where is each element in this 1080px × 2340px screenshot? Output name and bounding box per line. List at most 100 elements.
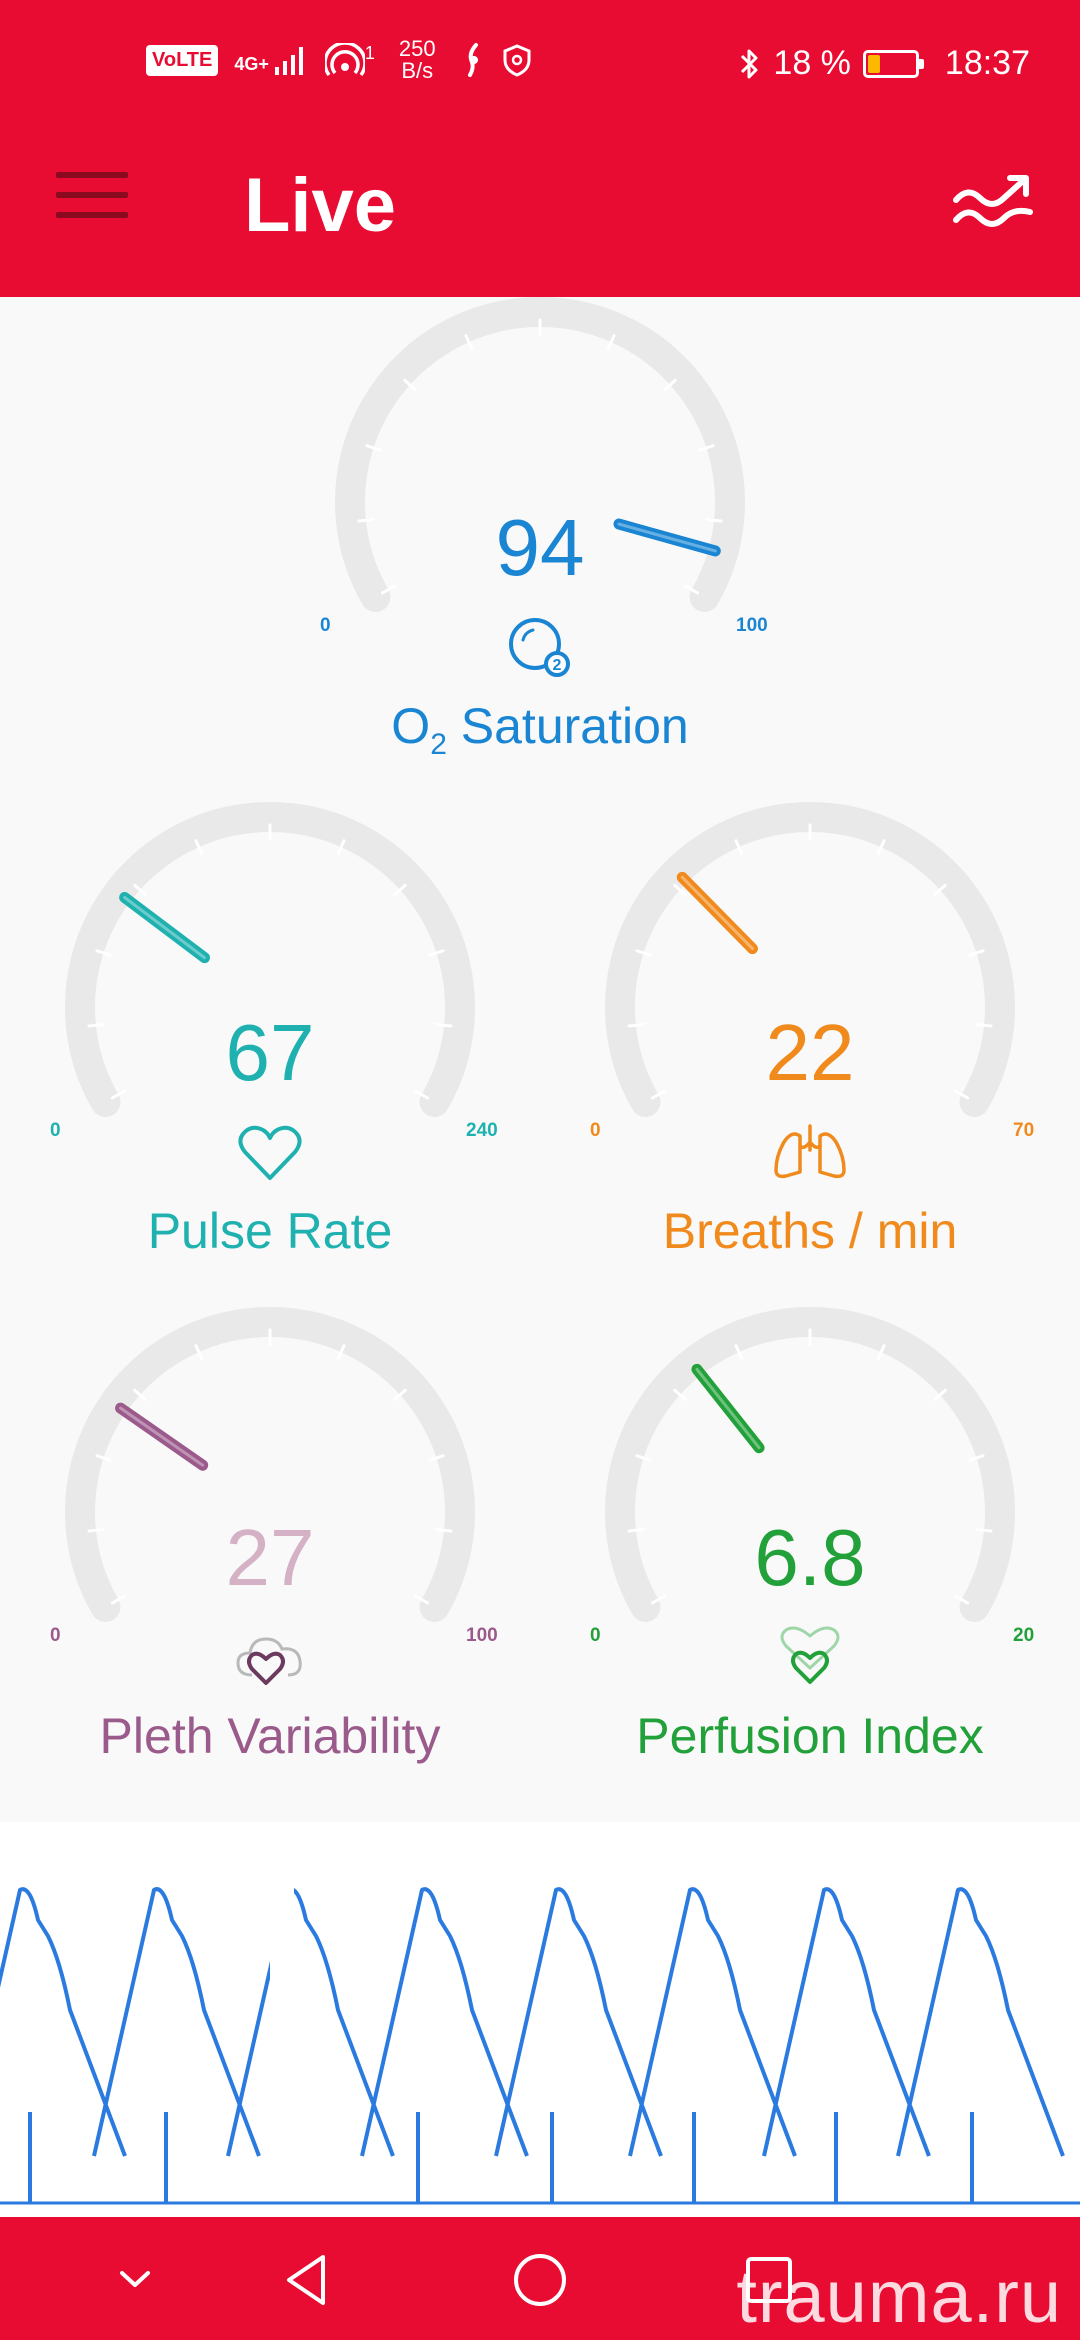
pulse-rate-gauge: 67 0 240 Pulse Rate [40,802,500,1282]
o2-value: 94 [495,503,585,592]
pleth-gauge-tick [393,1388,407,1402]
pleth-waveform-panel [0,1822,1080,2217]
pulse-gauge-tick [428,949,445,957]
o2-gauge-tick [705,518,723,523]
breaths-value: 22 [765,1008,855,1097]
pleth-max-label: 100 [466,1625,498,1646]
pulse-gauge-tick [413,1089,430,1100]
hamburger-icon [56,172,128,178]
o2-bubble-icon: 2 [509,618,570,677]
pulse-gauge-needle-highlight [123,895,207,960]
cloud-heart-icon [236,1637,302,1685]
hotspot-count: 1 [364,43,375,63]
perfusion-gauge-tick [933,1388,947,1402]
perfusion-gauge-tick [876,1344,886,1361]
nav-home-button[interactable] [505,2245,575,2315]
shield-icon [503,44,531,77]
breaths-gauge-needle-highlight [680,875,754,951]
o2-gauge-tick [606,334,616,351]
pleth-gauge-track [65,1307,475,1622]
o2-gauge-tick [464,334,474,351]
pulse-gauge-tick [194,839,204,856]
pulse-gauge-tick [87,1023,105,1028]
bluetooth-icon [741,49,758,78]
pleth-gauge-dial [65,1307,475,1622]
waveform-line [0,1887,1065,2157]
perfusion-min-label: 0 [590,1625,601,1646]
breaths-gauge-tick [933,883,947,897]
pleth-gauge-tick [336,1344,346,1361]
o2-gauge-needle [613,518,721,557]
status-right: 18 % 18:37 [739,44,1030,83]
pulse-gauge-tick [336,839,346,856]
pulse-gauge-tick [393,883,407,897]
app-bar: VoLTE 4G+ 1 250 B/s [0,0,1080,297]
o2-gauge-tick [365,444,382,452]
breaths-gauge-tick [953,1089,970,1100]
o2-gauge-tick [357,518,375,523]
perfusion-max-label: 20 [1013,1625,1035,1646]
system-nav-bar [0,2217,1080,2340]
nav-collapse-button[interactable] [100,2245,170,2315]
breaths-gauge-tick [968,949,985,957]
perfusion-gauge-tick [635,1454,652,1462]
pleth-gauge-tick [435,1528,453,1533]
pleth-gauge-tick [87,1528,105,1533]
perfusion-gauge-tick [975,1528,993,1533]
pleth-min-label: 0 [50,1625,61,1646]
pleth-gauge-needle-highlight [119,1406,205,1467]
o2-max-label: 100 [736,615,768,636]
pulse-value: 67 [225,1008,315,1097]
double-heart-icon [780,1626,840,1684]
breaths-gauge-tick [627,1023,645,1028]
battery-icon [862,49,924,78]
pleth-gauge-tick [110,1594,127,1605]
breaths-label: Breaths / min [662,1203,958,1259]
breaths-gauge-tick [650,1089,667,1100]
heart-icon [238,1125,302,1180]
menu-button[interactable] [56,172,128,232]
pulse-gauge-needle [119,891,211,964]
o2-gauge-tick [380,584,397,595]
watermark-text: trauma.ru [736,2255,1062,2338]
breaths-gauge: 22 0 70 Breaths / min [580,802,1040,1282]
speed-unit: B/s [401,58,434,83]
network-speed: 250 B/s [399,38,436,82]
breaths-gauge-track [605,802,1015,1117]
pulse-min-label: 0 [50,1120,61,1141]
breaths-gauge-dial [605,802,1015,1117]
breaths-max-label: 70 [1013,1120,1035,1141]
perfusion-label: Perfusion Index [636,1708,984,1764]
perfusion-gauge-tick [650,1594,667,1605]
gauge-panel: 94 0 100 2 O2 Saturation 67 0 240 Pulse … [0,297,1080,1822]
pleth-gauge-needle [115,1402,209,1471]
o2-saturation-gauge: 94 0 100 2 O2 Saturation [310,297,770,777]
pleth-variability-gauge: 27 0 100 Pleth Variability [40,1307,500,1787]
perfusion-value: 6.8 [754,1513,866,1602]
o2-gauge-tick [683,584,700,595]
pleth-gauge-tick [95,1454,112,1462]
breaths-gauge-tick [673,883,687,897]
status-left: VoLTE 4G+ 1 250 B/s [146,38,532,82]
o2-label: O2 Saturation [391,698,689,761]
nav-recents-button[interactable] [734,2245,804,2315]
breaths-gauge-tick [975,1023,993,1028]
pulse-gauge-tick [95,949,112,957]
battery-percent: 18 % [773,44,851,82]
o2-min-label: 0 [320,615,331,636]
perfusion-gauge-tick [734,1344,744,1361]
perfusion-gauge-track [605,1307,1015,1622]
trend-chart-button[interactable] [952,168,1036,234]
pleth-gauge-tick [413,1594,430,1605]
speed-value: 250 [398,36,436,61]
svg-text:2: 2 [553,657,562,674]
nav-back-button[interactable] [273,2245,343,2315]
perfusion-gauge-tick [968,1454,985,1462]
o2-gauge-dial [335,297,745,612]
perfusion-gauge-tick [953,1594,970,1605]
perfusion-gauge-tick [627,1528,645,1533]
breaths-gauge-tick [876,839,886,856]
pleth-label: Pleth Variability [99,1708,441,1764]
pulse-max-label: 240 [466,1120,498,1141]
pulse-gauge-tick [133,883,147,897]
